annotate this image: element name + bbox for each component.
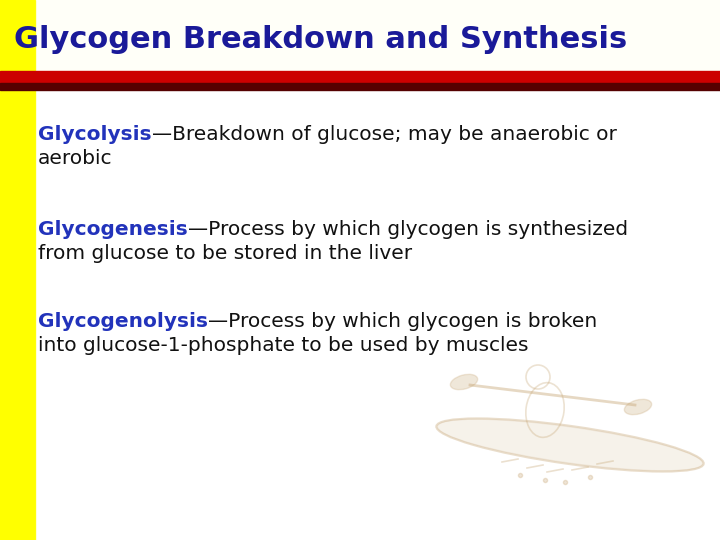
Bar bbox=[0, 75, 34, 540]
Text: aerobic: aerobic bbox=[38, 148, 112, 168]
Bar bbox=[0, 75, 32, 540]
Bar bbox=[0, 0, 21, 75]
Bar bbox=[0, 0, 25, 75]
Bar bbox=[0, 75, 6, 540]
Text: —Process by which glycogen is synthesized: —Process by which glycogen is synthesize… bbox=[188, 220, 628, 239]
Bar bbox=[0, 0, 11, 75]
Bar bbox=[0, 75, 5, 540]
Bar bbox=[0, 75, 7, 540]
Bar bbox=[0, 0, 13, 75]
Bar bbox=[0, 0, 27, 75]
Text: Glycolysis: Glycolysis bbox=[38, 125, 152, 144]
Bar bbox=[0, 0, 7, 75]
Bar bbox=[0, 0, 5, 75]
Bar bbox=[0, 75, 24, 540]
Bar bbox=[0, 83, 720, 90]
Bar bbox=[0, 0, 17, 75]
Bar bbox=[0, 0, 14, 75]
Bar bbox=[0, 75, 14, 540]
Bar bbox=[0, 75, 11, 540]
Bar bbox=[0, 0, 1, 75]
Ellipse shape bbox=[450, 374, 477, 390]
Bar bbox=[0, 0, 12, 75]
Bar bbox=[0, 0, 10, 75]
Bar bbox=[0, 75, 26, 540]
Bar bbox=[0, 75, 13, 540]
Bar bbox=[0, 75, 12, 540]
Text: —Process by which glycogen is broken: —Process by which glycogen is broken bbox=[208, 312, 598, 331]
Bar bbox=[0, 0, 9, 75]
Bar bbox=[0, 0, 6, 75]
Text: Glycogenesis: Glycogenesis bbox=[38, 220, 188, 239]
Bar bbox=[0, 0, 30, 75]
Text: from glucose to be stored in the liver: from glucose to be stored in the liver bbox=[38, 244, 412, 263]
Bar bbox=[0, 0, 3, 75]
Bar bbox=[0, 0, 32, 75]
Bar bbox=[0, 0, 23, 75]
Bar bbox=[0, 0, 35, 75]
Bar bbox=[0, 0, 33, 75]
Bar bbox=[0, 75, 28, 540]
Bar bbox=[0, 0, 24, 75]
Bar bbox=[0, 75, 9, 540]
Bar bbox=[0, 0, 31, 75]
Bar bbox=[0, 75, 3, 540]
Bar bbox=[0, 0, 29, 75]
Bar bbox=[0, 75, 18, 540]
Text: into glucose-1-phosphate to be used by muscles: into glucose-1-phosphate to be used by m… bbox=[38, 336, 528, 355]
Bar bbox=[0, 0, 34, 75]
Bar bbox=[0, 0, 22, 75]
Bar bbox=[0, 71, 720, 85]
Bar bbox=[0, 75, 15, 540]
Bar bbox=[0, 75, 2, 540]
Bar bbox=[0, 75, 29, 540]
Bar bbox=[0, 75, 8, 540]
Bar bbox=[0, 75, 21, 540]
Bar bbox=[0, 0, 2, 75]
Bar bbox=[0, 75, 23, 540]
Bar bbox=[0, 75, 27, 540]
Bar bbox=[0, 0, 18, 75]
Ellipse shape bbox=[624, 399, 652, 415]
Bar bbox=[0, 0, 720, 75]
Bar bbox=[0, 75, 20, 540]
Bar bbox=[0, 0, 19, 75]
Bar bbox=[0, 0, 20, 75]
Bar bbox=[0, 75, 35, 540]
Bar bbox=[0, 75, 25, 540]
Bar bbox=[0, 75, 16, 540]
Bar bbox=[0, 75, 31, 540]
Bar bbox=[0, 75, 33, 540]
Ellipse shape bbox=[437, 419, 703, 471]
Text: Glycogenolysis: Glycogenolysis bbox=[38, 312, 208, 331]
Bar bbox=[0, 75, 22, 540]
Bar bbox=[0, 75, 4, 540]
Bar bbox=[0, 75, 17, 540]
Bar bbox=[0, 0, 4, 75]
Text: Glycogen Breakdown and Synthesis: Glycogen Breakdown and Synthesis bbox=[14, 25, 627, 55]
Bar bbox=[0, 75, 30, 540]
Bar bbox=[0, 0, 16, 75]
Bar bbox=[0, 0, 28, 75]
Bar bbox=[0, 75, 19, 540]
Bar bbox=[0, 0, 15, 75]
Bar bbox=[0, 0, 8, 75]
Text: —Breakdown of glucose; may be anaerobic or: —Breakdown of glucose; may be anaerobic … bbox=[152, 125, 616, 144]
Bar bbox=[0, 75, 10, 540]
Bar bbox=[0, 75, 1, 540]
Bar bbox=[0, 0, 26, 75]
